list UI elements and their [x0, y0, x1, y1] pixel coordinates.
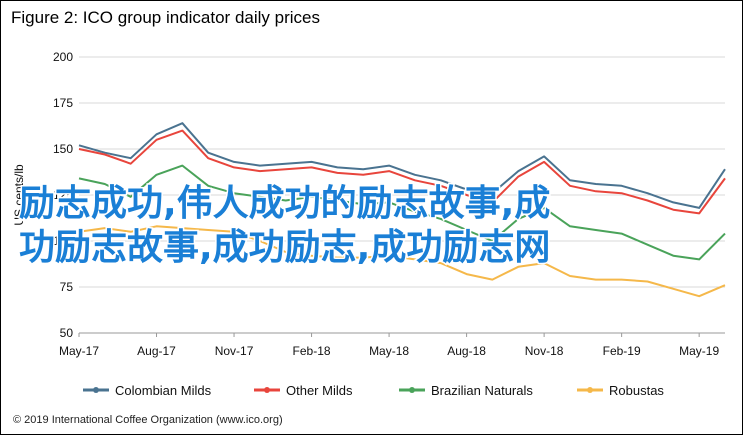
series-lines: [78, 122, 726, 298]
y-tick-label: 125: [53, 188, 73, 202]
series-line-0: [78, 122, 726, 209]
series-line-3: [78, 225, 726, 298]
legend-label: Brazilian Naturals: [431, 383, 533, 398]
copyright-note: © 2019 International Coffee Organization…: [13, 414, 283, 426]
x-tick-label: May-18: [369, 344, 409, 358]
y-tick-label: 75: [60, 280, 74, 294]
y-tick-label: 50: [60, 326, 74, 340]
y-axis-ticks: 50 75 100 125 150 175 200: [53, 50, 73, 340]
legend-marker: [93, 387, 99, 393]
legend-marker: [409, 387, 415, 393]
x-tick-label: Feb-19: [603, 344, 641, 358]
watermark-overlay-text: 励志成功,伟人成功的励志故事,成 功励志故事,成功励志,成功励志网: [18, 182, 552, 270]
x-tick-label: Aug-17: [137, 344, 176, 358]
legend-marker: [264, 387, 270, 393]
x-tick-label: Nov-18: [525, 344, 564, 358]
x-tick-label: Aug-18: [447, 344, 486, 358]
legend-marker: [587, 387, 593, 393]
y-tick-label: 150: [53, 142, 73, 156]
overlay-line-1: 励志成功,伟人成功的励志故事,成: [19, 183, 550, 224]
x-tick-label: Feb-18: [293, 344, 331, 358]
legend-label: Other Milds: [286, 383, 353, 398]
legend: Colombian Milds Other Milds Brazilian Natu…: [83, 383, 664, 398]
x-tick-label: May-19: [679, 344, 719, 358]
y-tick-label: 175: [53, 96, 73, 110]
overlay-line-2: 功励志故事,成功励志,成功励志网: [19, 227, 550, 268]
gridlines: [79, 56, 725, 288]
x-tick-label: May-17: [59, 344, 99, 358]
legend-label: Colombian Milds: [115, 383, 212, 398]
y-tick-label: 200: [53, 50, 73, 64]
legend-label: Robustas: [609, 383, 664, 398]
chart-title: Figure 2: ICO group indicator daily pric…: [11, 8, 320, 27]
x-axis-ticks: May-17 Aug-17 Nov-17 Feb-18 May-18 Aug-18 Nov-…: [59, 333, 719, 358]
y-tick-label: 100: [53, 234, 73, 248]
y-axis-label: US cents/lb: [12, 164, 26, 226]
series-line-2: [78, 164, 726, 261]
x-tick-label: Nov-17: [215, 344, 254, 358]
series-line-1: [78, 129, 726, 215]
